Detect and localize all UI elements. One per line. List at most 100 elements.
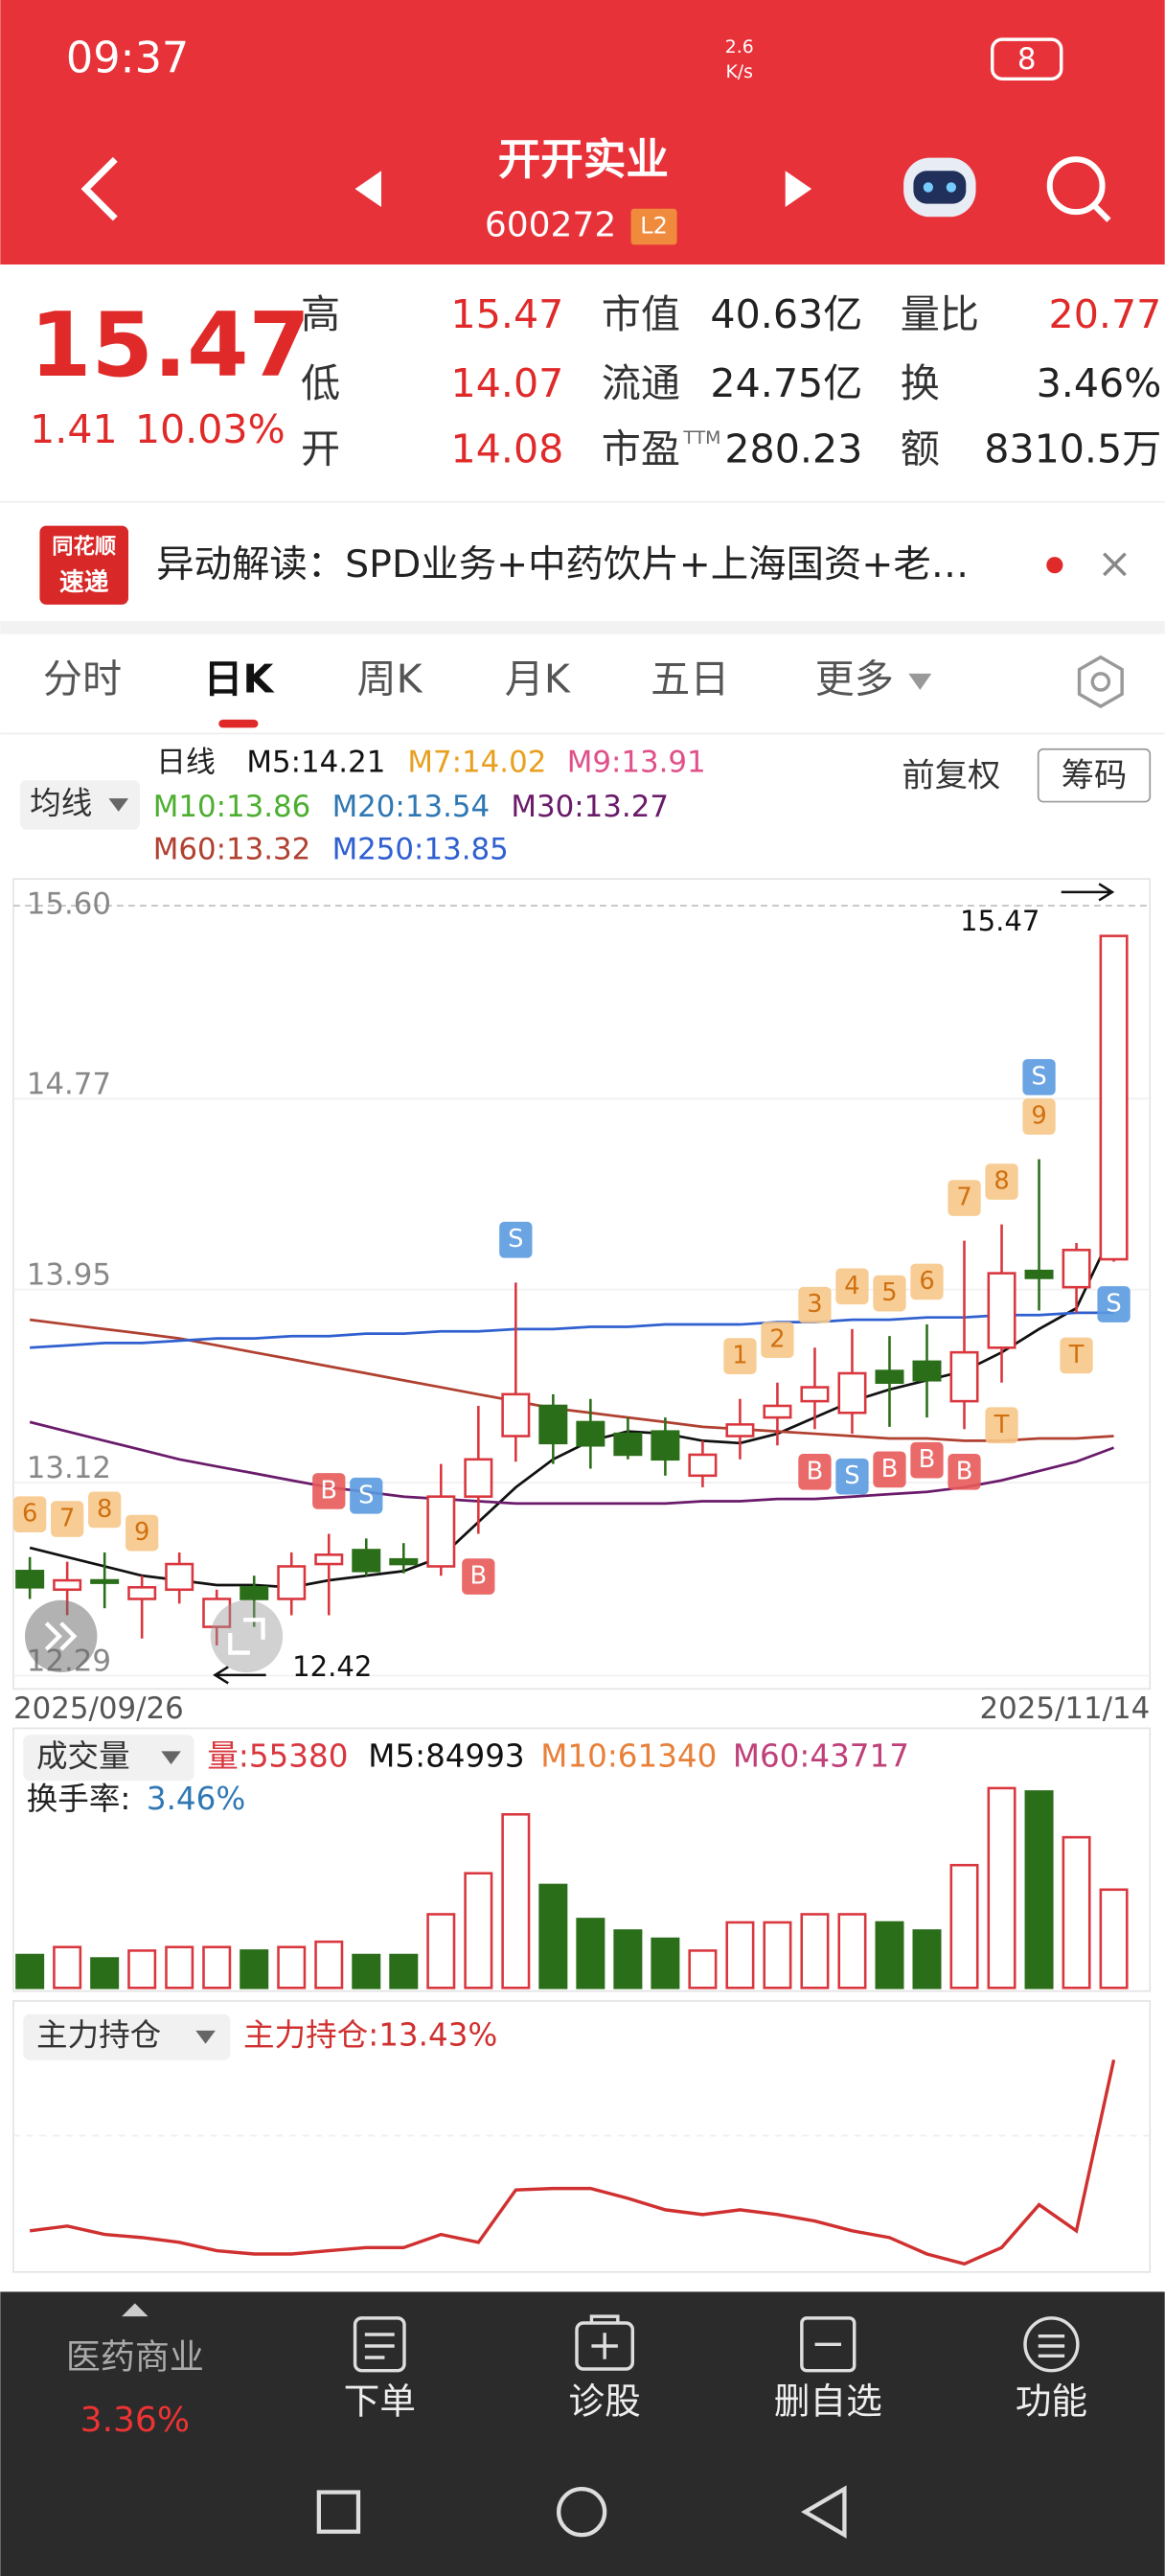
field-label: 额: [901, 426, 940, 472]
volume-bar: [949, 1863, 979, 1990]
signal: B: [919, 1445, 936, 1474]
field-label: 市值: [602, 291, 680, 337]
volume-bar: [912, 1929, 942, 1990]
field-value: 14.08: [451, 426, 564, 472]
signal-bg: [462, 1558, 495, 1595]
back-button[interactable]: [80, 156, 118, 221]
ma-legend-item: M60:13.32: [153, 832, 311, 866]
sector-name[interactable]: 医药商业: [66, 2338, 204, 2378]
signal-bg: [723, 1338, 757, 1374]
tab[interactable]: 周K: [357, 656, 423, 702]
adjust[interactable]: 前复权: [902, 756, 1000, 794]
chips-button[interactable]: 筹码: [1062, 756, 1128, 794]
prev-stock[interactable]: [354, 171, 381, 207]
signal-bg: [499, 1221, 533, 1258]
news-logo: [39, 525, 128, 605]
high-arrow: [1061, 883, 1115, 902]
ma-selector[interactable]: 均线: [30, 785, 92, 821]
signal-bg: [761, 1322, 794, 1358]
signal: S: [358, 1481, 374, 1509]
volume-bar: [240, 1949, 269, 1990]
volume-selector-bg[interactable]: [23, 1735, 194, 1782]
volume-bar: [688, 1949, 718, 1990]
signal: 8: [97, 1495, 112, 1524]
candle-body: [688, 1453, 718, 1478]
low-label: 12.42: [292, 1650, 372, 1683]
signal-bg: [948, 1180, 981, 1216]
volume-selector-arrow: [161, 1751, 181, 1765]
nav-item[interactable]: 下单: [344, 2380, 416, 2422]
signal-bg: [1022, 1059, 1056, 1095]
nav-item[interactable]: 功能: [1016, 2380, 1087, 2422]
volume-selector[interactable]: 成交量: [36, 1737, 130, 1774]
signal: 7: [956, 1184, 971, 1212]
nav-icons: [353, 2314, 1080, 2373]
high-label: 15.47: [960, 905, 1039, 937]
signal-bg: [126, 1514, 159, 1552]
ma-line: [30, 1311, 1114, 1349]
main-force-selector[interactable]: 主力持仓: [36, 2017, 161, 2054]
android-home[interactable]: [557, 2486, 607, 2538]
more-arrow: [908, 673, 932, 690]
candle-body: [15, 1570, 45, 1589]
header-bg: [0, 0, 1165, 264]
candle-body: [949, 1350, 979, 1403]
signal-bg: [948, 1453, 981, 1490]
signal-bg: [1060, 1337, 1093, 1374]
signal: 6: [919, 1267, 934, 1296]
price: 15.47: [30, 293, 310, 397]
tab[interactable]: 更多: [815, 656, 894, 702]
l2-badge: L2: [640, 213, 668, 240]
field-label: 低: [301, 360, 340, 406]
ma-legend-item: M5:14.21: [246, 746, 385, 780]
main-force-legend: 主力持仓:13.43%: [243, 2017, 497, 2054]
candle-body: [53, 1578, 82, 1592]
signal: 4: [844, 1272, 859, 1300]
assistant-icon[interactable]: [903, 157, 976, 218]
field-value: 24.75亿: [710, 360, 862, 406]
signal: T: [1068, 1341, 1085, 1369]
android-back[interactable]: [801, 2485, 847, 2539]
candle-body: [501, 1392, 531, 1438]
tab[interactable]: 五日: [651, 656, 729, 702]
nav-item[interactable]: 删自选: [774, 2380, 882, 2422]
quote-fields: 高 15.47 市值 40.63亿 量比 20.77 低 14.07 流通 24.75亿换 3.46…: [301, 291, 1161, 472]
candle-body: [763, 1404, 792, 1419]
volume-bar: [202, 1945, 232, 1990]
next-stock[interactable]: [785, 171, 812, 207]
main-force-chart: [29, 2059, 1116, 2266]
signal: 3: [807, 1290, 822, 1319]
field-label: 流通: [602, 360, 680, 406]
field-value: 3.46%: [1037, 360, 1162, 406]
signal-bg: [312, 1473, 346, 1509]
volume-bar: [725, 1920, 755, 1990]
tab[interactable]: 月K: [505, 656, 571, 702]
tab[interactable]: 分时: [43, 656, 122, 702]
l2-badge-bg: [630, 208, 677, 245]
candle-body: [389, 1557, 419, 1566]
main-force-selector-bg[interactable]: [23, 2013, 231, 2060]
signal: S: [1031, 1062, 1046, 1091]
news-close[interactable]: [1103, 552, 1127, 577]
signal-bg: [798, 1453, 832, 1490]
ma-selector-arrow: [108, 798, 128, 812]
android-recent[interactable]: [316, 2490, 361, 2534]
ma-selector-bg[interactable]: [19, 780, 140, 830]
volume-bar: [987, 1786, 1017, 1990]
turnover: 3.46%: [147, 1781, 245, 1817]
volume-legend-item: M60:43717: [733, 1737, 909, 1774]
turnover-label: 换手率:: [27, 1781, 131, 1817]
nav-item[interactable]: 诊股: [568, 2380, 640, 2422]
ma-line: [29, 1420, 1115, 1506]
signal-bg: [835, 1458, 869, 1495]
change: 1.41: [30, 406, 118, 452]
settings-icon[interactable]: [1077, 655, 1124, 709]
tab[interactable]: 日K: [203, 656, 275, 702]
field-value: 8310.5万: [984, 426, 1161, 472]
fullscreen-button[interactable]: [210, 1599, 284, 1673]
volume-bar: [800, 1913, 830, 1990]
chips-button-bg[interactable]: [1037, 748, 1152, 803]
volume-bar: [1062, 1835, 1091, 1990]
news-text[interactable]: 异动解读：SPD业务+中药饮片+上海国资+老…: [156, 542, 969, 586]
search-icon[interactable]: [1046, 156, 1111, 222]
